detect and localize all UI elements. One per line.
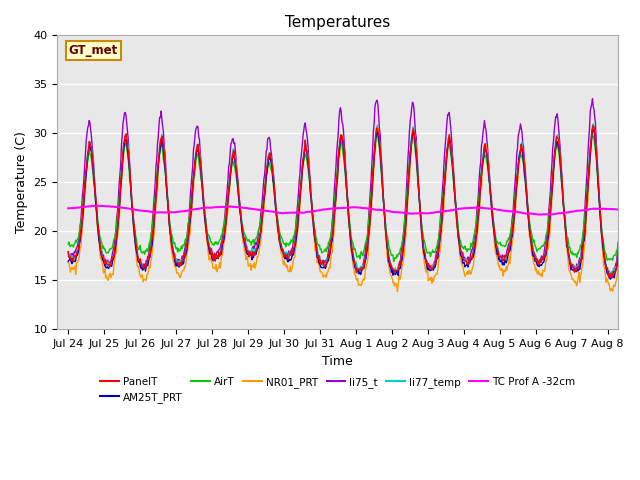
Legend: PanelT, AM25T_PRT, AirT, NR01_PRT, li75_t, li77_temp, TC Prof A -32cm: PanelT, AM25T_PRT, AirT, NR01_PRT, li75_…	[96, 372, 580, 407]
Y-axis label: Temperature (C): Temperature (C)	[15, 132, 28, 233]
X-axis label: Time: Time	[323, 355, 353, 368]
Title: Temperatures: Temperatures	[285, 15, 390, 30]
Text: GT_met: GT_met	[68, 45, 118, 58]
